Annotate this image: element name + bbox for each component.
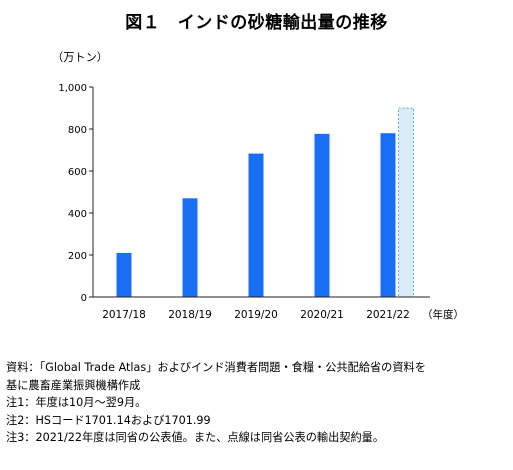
contract-volume-bar [398, 107, 414, 298]
x-tick-label: 2021/22 [366, 309, 410, 321]
x-tick-label: 2017/18 [102, 309, 146, 321]
chart-title: 図１ インドの砂糖輸出量の推移 [125, 13, 388, 33]
y-tick-label: 600 [68, 167, 87, 178]
y-tick-label: 400 [68, 209, 87, 220]
bar-2019-20 [248, 153, 264, 297]
bar-2021-22 [380, 133, 396, 297]
note-3: 注3：2021/22年度は同省の公表値。また、点線は同省公表の輸出契約量。 [6, 431, 385, 444]
y-tick-label: 800 [68, 125, 87, 136]
y-tick-label: 200 [68, 251, 87, 262]
source-note-line-2: 基に農畜産業振興機構作成 [6, 378, 141, 392]
bar-2017-18 [116, 252, 132, 297]
y-axis-label: （万トン） [52, 51, 108, 64]
x-tick-label: 2018/19 [168, 309, 212, 321]
bar-2020-21 [314, 133, 330, 297]
y-tick-label: 1,000 [58, 83, 87, 94]
x-tick-label: 2019/20 [234, 309, 278, 321]
source-note-line-1: 資料：「Global Trade Atlas」およびインド消費者問題・食糧・公共… [6, 361, 426, 374]
y-tick-label: 0 [81, 293, 87, 304]
x-tick-label: 2020/21 [300, 309, 344, 321]
notes-block: 資料：「Global Trade Atlas」およびインド消費者問題・食糧・公共… [6, 359, 511, 447]
x-axis-unit-label: （年度） [422, 308, 464, 321]
note-2: 注2：HSコード1701.14および1701.99 [6, 413, 211, 427]
bar-chart: （万トン） 0 200 400 600 800 1,000 2017/18 2018/19 2… [52, 51, 464, 321]
bar-2018-19 [182, 198, 198, 297]
note-1: 注1：年度は10月～翌9月。 [6, 396, 147, 409]
